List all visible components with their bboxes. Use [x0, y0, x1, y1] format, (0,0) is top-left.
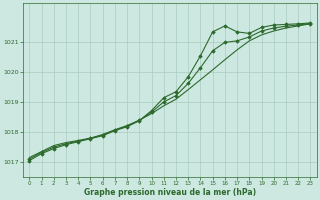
- X-axis label: Graphe pression niveau de la mer (hPa): Graphe pression niveau de la mer (hPa): [84, 188, 256, 197]
